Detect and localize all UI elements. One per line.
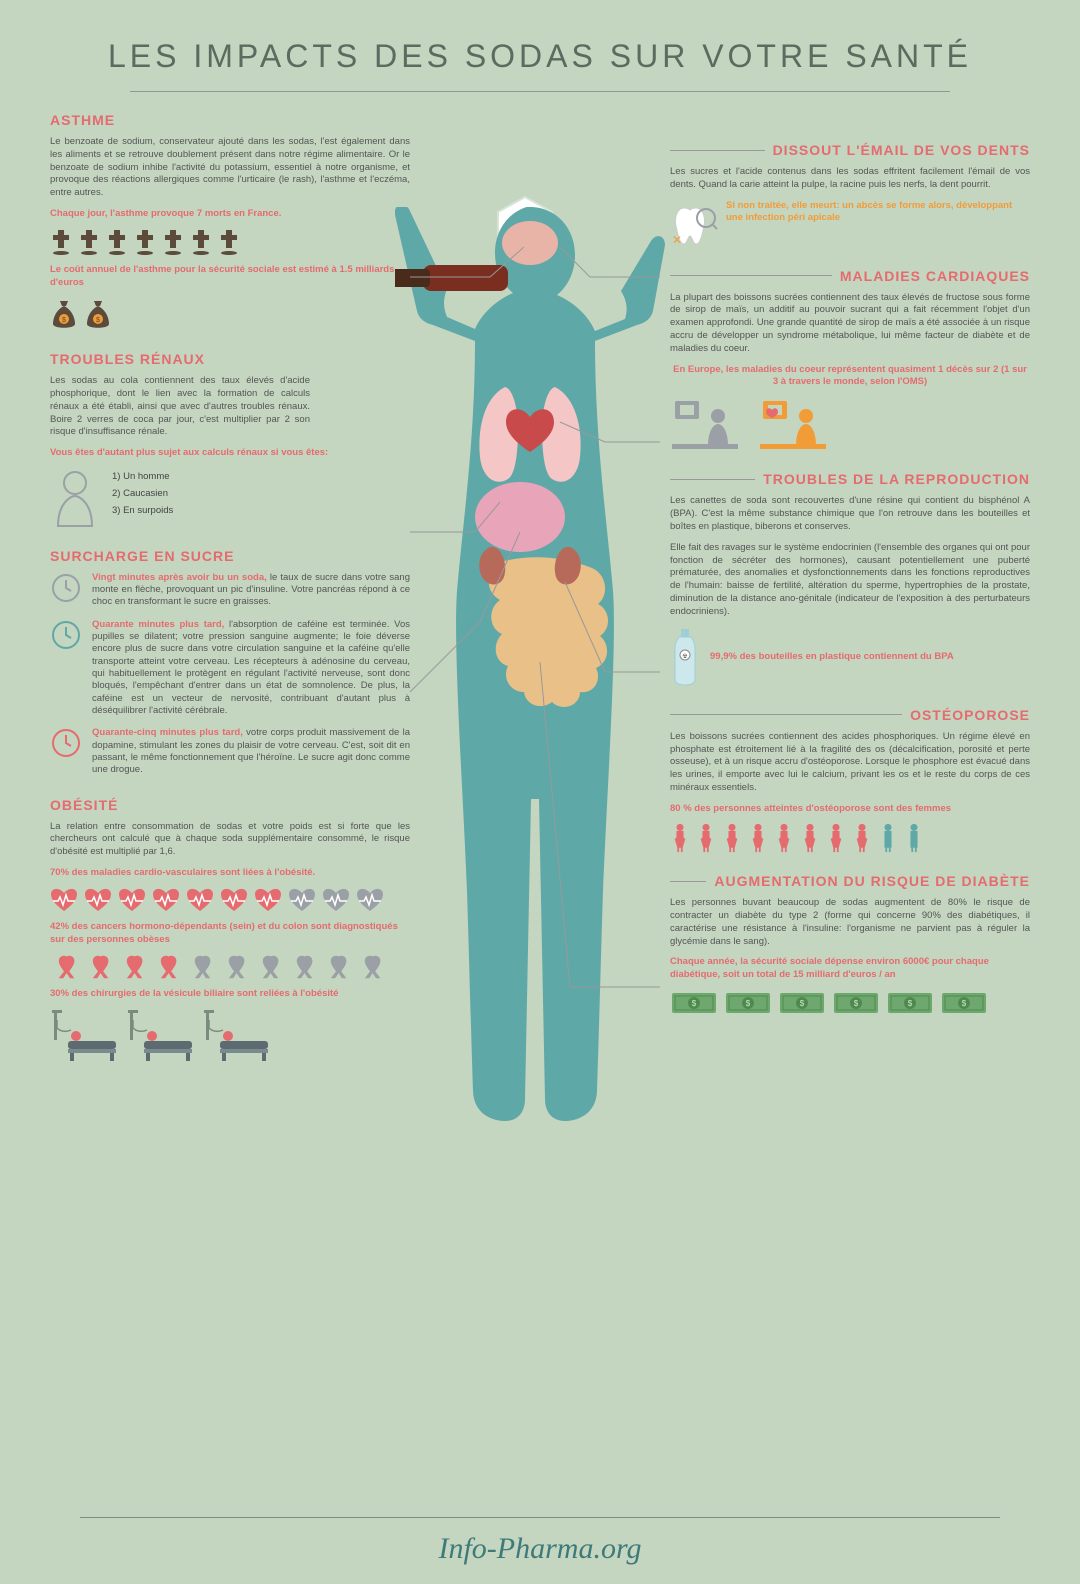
obesite-ribbons <box>50 954 410 980</box>
obesite-stat3: 30% des chirurgies de la vésicule biliai… <box>50 988 410 1000</box>
diabete-bills: $ $ $ $ $ $ <box>670 989 1030 1017</box>
doctor-orange-icon <box>758 396 828 451</box>
renaux-title: TROUBLES RÉNAUX <box>50 351 410 367</box>
asthme-crosses <box>50 228 410 256</box>
svg-text:$: $ <box>962 999 967 1008</box>
osteo-body: Les boissons sucrées contiennent des aci… <box>670 731 1030 795</box>
dents-highlight: Si non traitée, elle meurt: un abcès se … <box>726 200 1030 225</box>
renaux-body: Les sodas au cola contiennent des taux é… <box>50 375 310 439</box>
svg-text:$: $ <box>692 999 697 1008</box>
asthme-stat1: Chaque jour, l'asthme provoque 7 morts e… <box>50 208 410 220</box>
page-title: LES IMPACTS DES SODAS SUR VOTRE SANTÉ <box>0 0 1080 83</box>
svg-text:☢: ☢ <box>682 653 687 660</box>
reproduction-stat: 99,9% des bouteilles en plastique contie… <box>710 651 954 663</box>
footer-text: Info-Pharma.org <box>0 1532 1080 1566</box>
section-asthme: ASTHME Le benzoate de sodium, conservate… <box>50 112 410 331</box>
tooth-icon: ✕ <box>670 200 718 248</box>
renaux-stat: Vous êtes d'autant plus sujet aux calcul… <box>50 447 410 459</box>
bottle-icon: ☢ <box>670 627 700 687</box>
osteo-title: OSTÉOPOROSE <box>670 707 1030 723</box>
sucre-t2: Quarante minutes plus tard, l'absorption… <box>92 619 410 718</box>
svg-text:$: $ <box>908 999 913 1008</box>
clock-icon <box>50 619 82 651</box>
sucre-title: SURCHARGE EN SUCRE <box>50 548 410 564</box>
reproduction-body1: Les canettes de soda sont recouvertes d'… <box>670 495 1030 533</box>
diabete-stat: Chaque année, la sécurité sociale dépens… <box>670 956 1030 981</box>
dents-body: Les sucres et l'acide contenus dans les … <box>670 166 1030 192</box>
obesite-body: La relation entre consommation de sodas … <box>50 821 410 859</box>
cardiaque-stat: En Europe, les maladies du coeur représe… <box>670 364 1030 389</box>
renaux-list-row: 1) Un homme2) Caucasien3) En surpoids <box>50 468 410 528</box>
svg-text:$: $ <box>746 999 751 1008</box>
obesite-title: OBÉSITÉ <box>50 797 410 813</box>
obesite-stat1: 70% des maladies cardio-vasculaires sont… <box>50 867 410 879</box>
clock-icon <box>50 572 82 604</box>
svg-text:$: $ <box>62 317 66 324</box>
left-column: ASTHME Le benzoate de sodium, conservate… <box>50 112 410 1083</box>
osteo-people <box>670 823 1030 853</box>
asthme-bags: $$ <box>50 297 410 331</box>
asthme-body: Le benzoate de sodium, conservateur ajou… <box>50 136 410 200</box>
content-area: ASTHME Le benzoate de sodium, conservate… <box>0 112 1080 1492</box>
obesite-hearts <box>50 887 410 913</box>
reproduction-body2: Elle fait des ravages sur le système end… <box>670 542 1030 619</box>
section-obesite: OBÉSITÉ La relation entre consommation d… <box>50 797 410 1064</box>
dents-title: DISSOUT L'ÉMAIL DE VOS DENTS <box>670 142 1030 158</box>
sucre-t3: Quarante-cinq minutes plus tard, votre c… <box>92 727 410 776</box>
section-reproduction: TROUBLES DE LA REPRODUCTION Les canettes… <box>670 471 1030 686</box>
svg-text:$: $ <box>854 999 859 1008</box>
svg-text:$: $ <box>800 999 805 1008</box>
section-osteo: OSTÉOPOROSE Les boissons sucrées contien… <box>670 707 1030 853</box>
cardiaque-title: MALADIES CARDIAQUES <box>670 268 1030 284</box>
sucre-t1: Vingt minutes après avoir bu un soda, le… <box>92 572 410 609</box>
section-diabete: AUGMENTATION DU RISQUE DE DIABÈTE Les pe… <box>670 873 1030 1017</box>
osteo-stat: 80 % des personnes atteintes d'ostéoporo… <box>670 803 1030 815</box>
person-outline-icon <box>50 468 100 528</box>
svg-text:✕: ✕ <box>672 233 682 247</box>
reproduction-title: TROUBLES DE LA REPRODUCTION <box>670 471 1030 487</box>
right-column: DISSOUT L'ÉMAIL DE VOS DENTS Les sucres … <box>670 142 1030 1037</box>
clock-icon <box>50 727 82 759</box>
title-divider <box>130 91 950 92</box>
human-body-icon <box>395 207 665 1127</box>
asthme-stat2: Le coût annuel de l'asthme pour la sécur… <box>50 264 410 289</box>
section-renaux: TROUBLES RÉNAUX Les sodas au cola contie… <box>50 351 410 527</box>
diabete-body: Les personnes buvant beaucoup de sodas a… <box>670 897 1030 948</box>
doctor-gray-icon <box>670 396 740 451</box>
section-dents: DISSOUT L'ÉMAIL DE VOS DENTS Les sucres … <box>670 142 1030 248</box>
cardiaque-body: La plupart des boissons sucrées contienn… <box>670 292 1030 356</box>
obesite-stat2: 42% des cancers hormono-dépendants (sein… <box>50 921 410 946</box>
obesite-beds <box>50 1008 410 1063</box>
footer: Info-Pharma.org <box>0 1517 1080 1566</box>
asthme-title: ASTHME <box>50 112 410 128</box>
section-cardiaque: MALADIES CARDIAQUES La plupart des boiss… <box>670 268 1030 452</box>
diabete-title: AUGMENTATION DU RISQUE DE DIABÈTE <box>670 873 1030 889</box>
section-sucre: SURCHARGE EN SUCRE Vingt minutes après a… <box>50 548 410 777</box>
footer-divider <box>80 1517 1000 1518</box>
svg-text:$: $ <box>96 317 100 324</box>
